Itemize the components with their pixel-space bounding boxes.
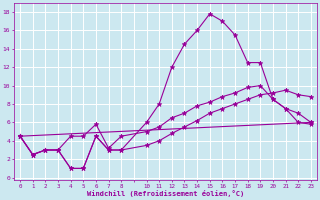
X-axis label: Windchill (Refroidissement éolien,°C): Windchill (Refroidissement éolien,°C) (87, 190, 244, 197)
